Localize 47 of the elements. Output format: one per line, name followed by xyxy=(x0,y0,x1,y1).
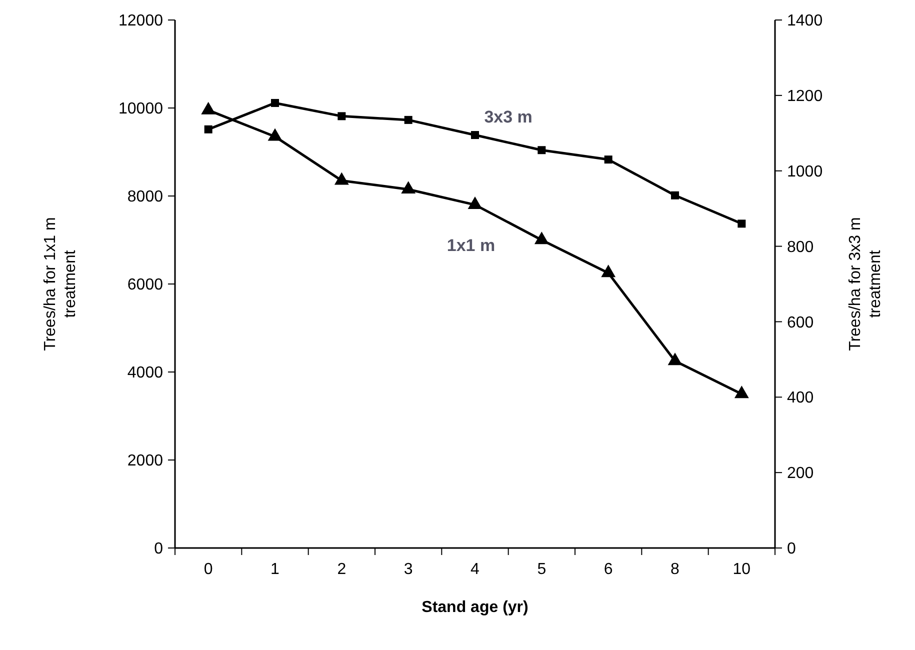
point xyxy=(738,220,746,228)
point xyxy=(601,264,616,278)
y2-tick-label: 1200 xyxy=(787,88,823,106)
y2-tick-label: 400 xyxy=(787,390,814,407)
y-axis-title: Trees/ha for 1x1 m treatment xyxy=(42,217,79,351)
point xyxy=(471,131,479,140)
y-tick-label: 2000 xyxy=(127,452,164,470)
point xyxy=(271,98,279,107)
x-tick-label: 2 xyxy=(337,561,346,578)
x-tick-label: 1 xyxy=(270,561,280,578)
y2-tick-label: 800 xyxy=(787,238,814,256)
y-tick-label: 0 xyxy=(154,540,164,558)
point xyxy=(671,191,679,200)
point xyxy=(338,112,346,120)
y-tick-label: 10000 xyxy=(118,100,164,118)
x-tick-label: 3 xyxy=(404,561,413,578)
y-tick-label: 6000 xyxy=(127,276,164,294)
series-label: 1x1 m xyxy=(446,236,496,255)
x-tick-label: 4 xyxy=(470,561,480,578)
point xyxy=(404,116,412,124)
point xyxy=(668,352,682,366)
x-tick-label: 6 xyxy=(604,561,613,578)
point xyxy=(204,125,212,134)
y2-tick-label: 0 xyxy=(787,540,796,558)
point xyxy=(201,102,216,114)
point xyxy=(604,156,612,164)
x-axis-title: Stand age (yr) xyxy=(422,599,528,616)
x-tick-label: 5 xyxy=(537,561,546,578)
point xyxy=(534,232,549,244)
y2-tick-label: 200 xyxy=(787,465,814,482)
y-tick-label: 12000 xyxy=(118,12,164,30)
point xyxy=(334,172,349,185)
y-tick-label: 4000 xyxy=(127,364,164,382)
point xyxy=(468,196,482,209)
y2-tick-label: 1000 xyxy=(787,163,823,180)
y2-tick-label: 600 xyxy=(787,314,814,332)
point xyxy=(268,128,282,141)
y2-tick-label: 1400 xyxy=(787,12,823,30)
point xyxy=(401,181,416,194)
point xyxy=(538,146,546,154)
series-label: 3x3 m xyxy=(484,108,532,127)
y-tick-label: 8000 xyxy=(127,188,164,206)
x-tick-label: 0 xyxy=(204,561,213,578)
x-tick-label: 8 xyxy=(670,561,680,578)
x-tick-label: 10 xyxy=(732,561,751,578)
y2-axis-title: Trees/ha for 3x3 m treatment xyxy=(847,217,884,351)
point xyxy=(734,386,749,398)
